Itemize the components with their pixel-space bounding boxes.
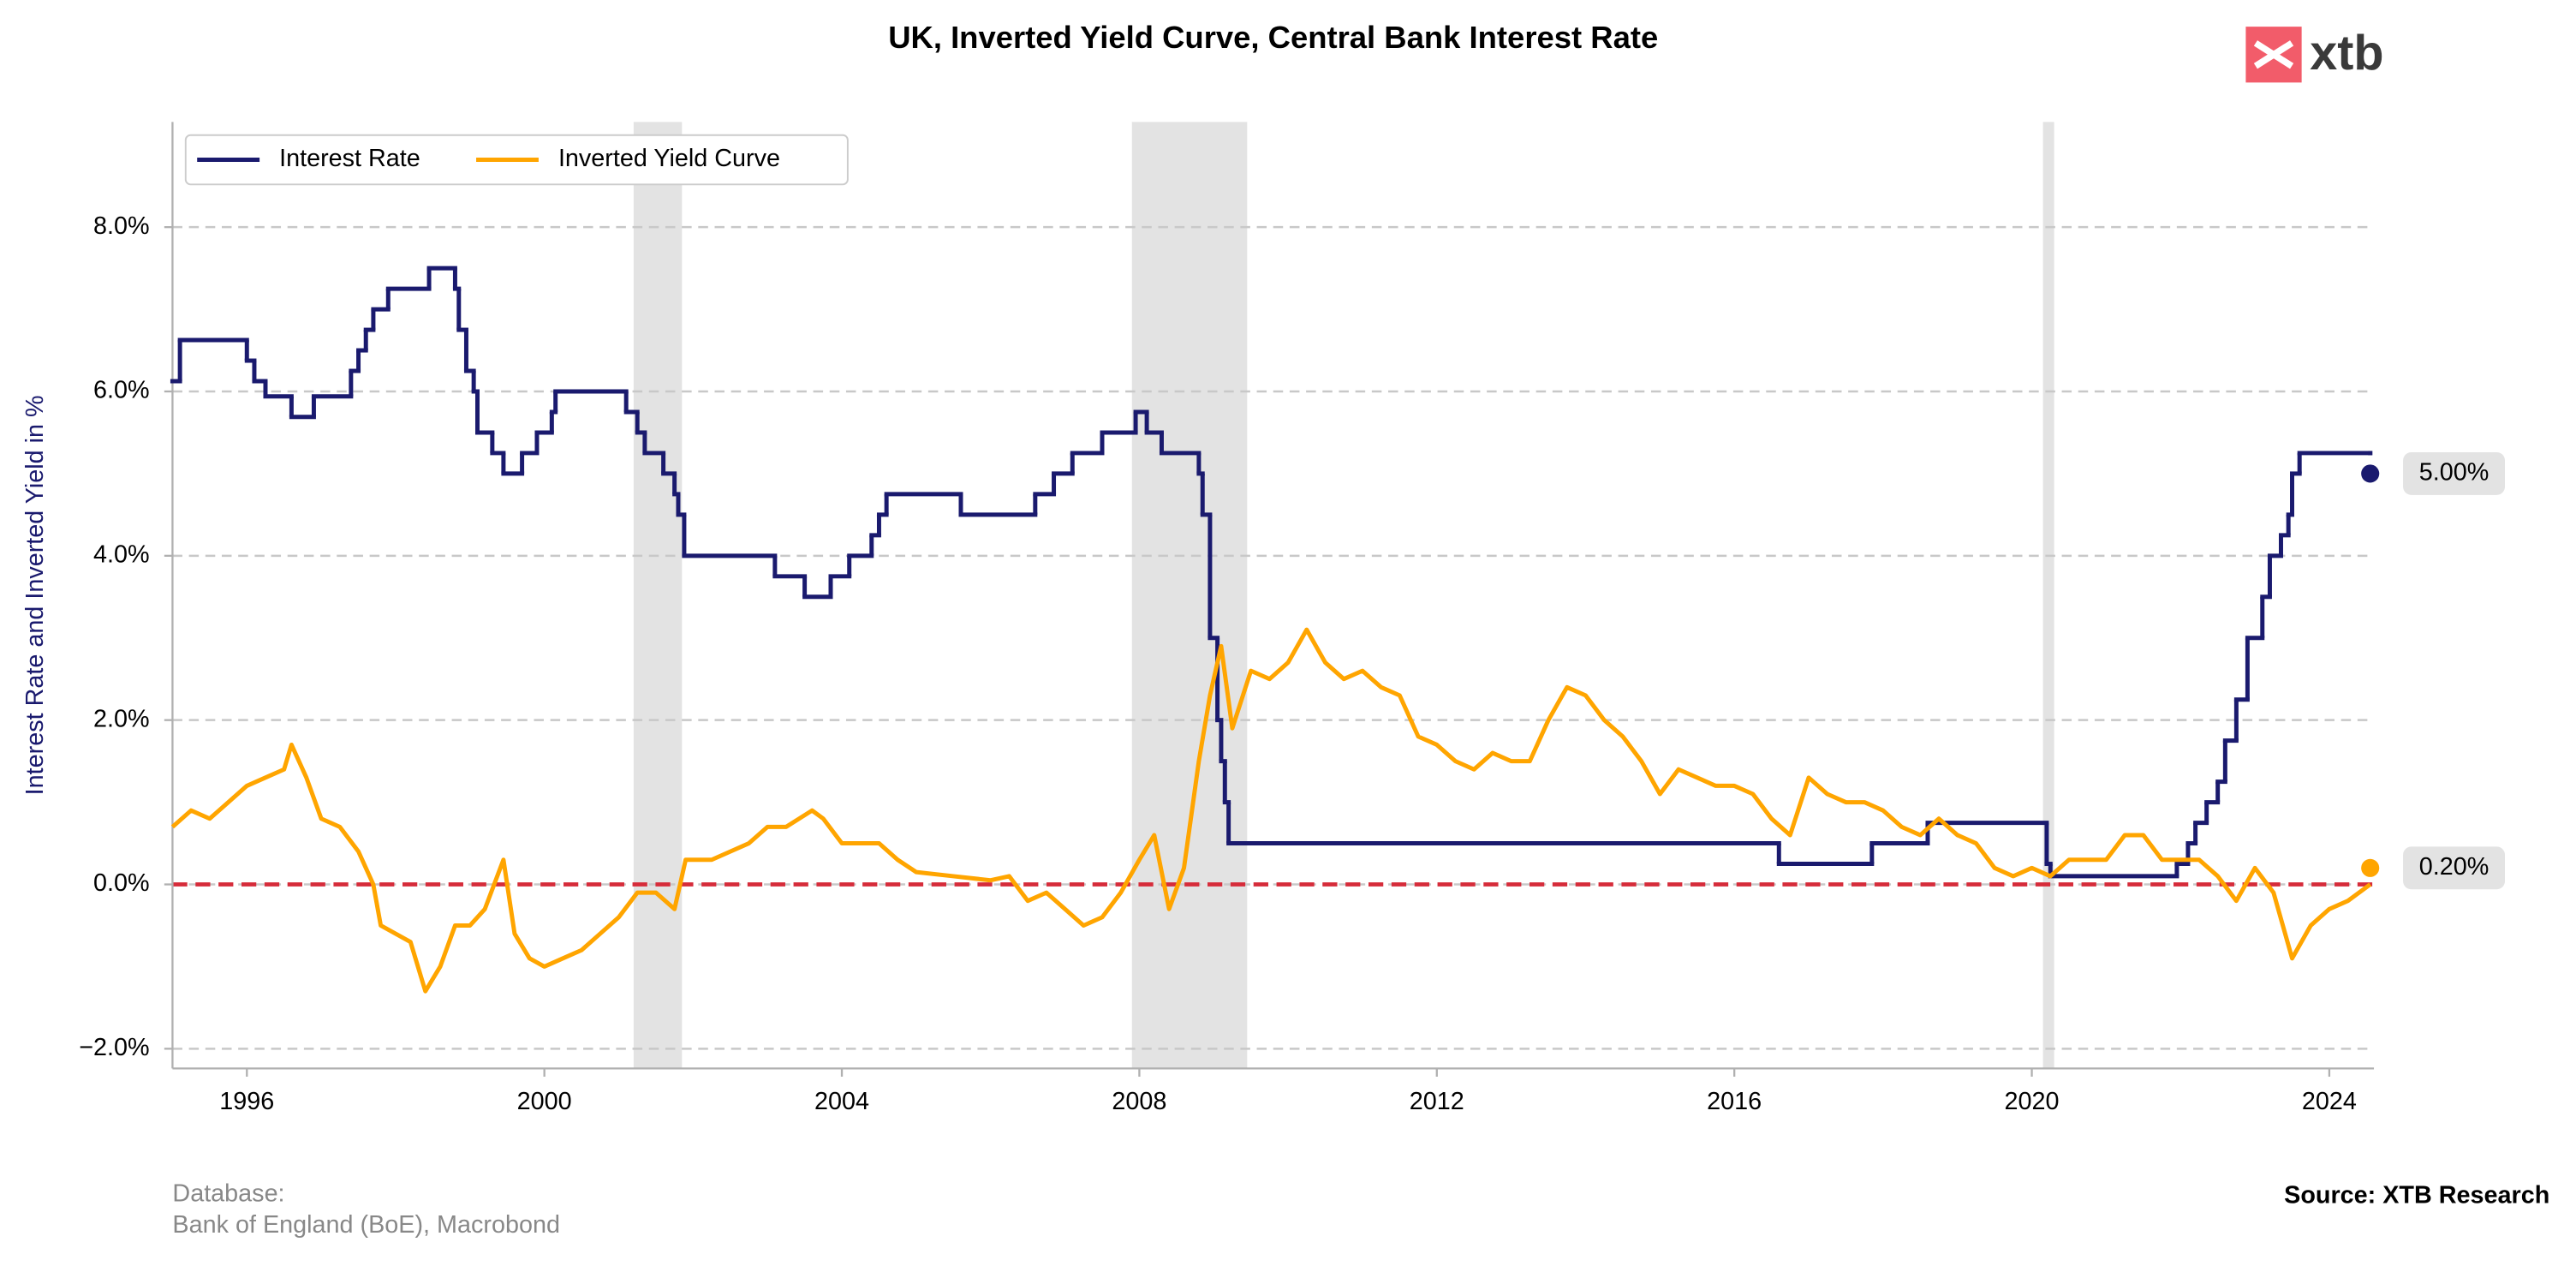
y-tick-label: 2.0%	[93, 705, 150, 732]
y-tick-label: 0.0%	[93, 869, 150, 897]
footer-database-label: Database:	[172, 1180, 284, 1208]
series-line	[170, 627, 2372, 994]
y-tick-label: 8.0%	[93, 212, 150, 240]
end-label: 5.00%	[2419, 459, 2490, 487]
x-tick-label: 2020	[2005, 1088, 2060, 1115]
footer-database: Bank of England (BoE), Macrobond	[172, 1211, 560, 1239]
end-point	[2361, 464, 2380, 483]
x-tick-label: 2016	[1707, 1088, 1762, 1115]
x-tick-label: 2024	[2302, 1088, 2357, 1115]
legend-label: Interest Rate	[279, 145, 420, 172]
x-tick-label: 1996	[219, 1088, 274, 1115]
footer-source: Source: XTB Research	[2284, 1182, 2549, 1209]
y-tick-label: −2.0%	[79, 1034, 149, 1061]
shaded-range	[1131, 122, 1248, 1069]
shaded-range	[2042, 122, 2054, 1069]
x-tick-label: 2012	[1410, 1088, 1464, 1115]
logo-text: xtb	[2310, 26, 2383, 81]
chart-title: UK, Inverted Yield Curve, Central Bank I…	[888, 20, 1658, 55]
end-label-box	[2403, 846, 2506, 890]
y-tick-label: 6.0%	[93, 377, 150, 404]
x-tick-label: 2000	[517, 1088, 572, 1115]
end-label-box	[2403, 451, 2506, 495]
legend-label: Inverted Yield Curve	[558, 145, 780, 172]
end-point	[2361, 858, 2380, 877]
legend: Interest Rate Inverted Yield Curve	[184, 134, 849, 186]
x-tick-label: 2004	[814, 1088, 869, 1115]
logo: xtb	[2245, 26, 2384, 83]
y-axis-label: Interest Rate and Inverted Yield in %	[21, 395, 49, 795]
logo-icon-mark	[2253, 40, 2294, 69]
end-label: 0.20%	[2419, 853, 2490, 881]
x-tick-label: 2008	[1112, 1088, 1166, 1115]
step-line	[170, 266, 2373, 879]
shaded-range	[633, 122, 683, 1069]
y-tick-label: 4.0%	[93, 540, 150, 568]
